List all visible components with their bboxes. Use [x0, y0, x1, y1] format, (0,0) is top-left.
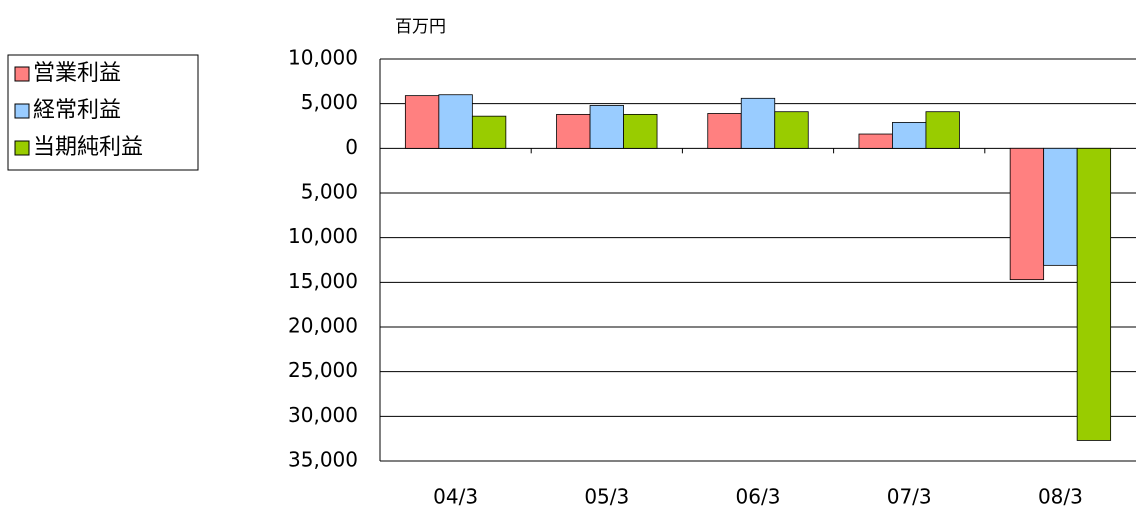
bar: [1076, 147, 1112, 441]
x-tick-label: 05/3: [584, 485, 629, 509]
x-tick-label: 06/3: [736, 485, 781, 509]
bar: [471, 115, 507, 149]
x-tick-label: 04/3: [433, 485, 478, 509]
y-tick-label: 25,000: [288, 358, 358, 382]
y-tick-label: 0: [345, 135, 358, 159]
bar: [623, 113, 658, 149]
x-tick-label: 08/3: [1038, 485, 1083, 509]
bar: [556, 113, 591, 149]
legend-label: 経常利益: [33, 98, 121, 123]
bar: [404, 95, 440, 149]
y-tick-label: 30,000: [288, 403, 358, 427]
y-tick-label: 5,000: [301, 90, 358, 114]
bar: [774, 111, 809, 149]
bar: [707, 113, 742, 149]
bar: [1009, 147, 1045, 281]
legend-swatch: [14, 140, 30, 156]
legend-swatch: [14, 66, 30, 82]
legend-swatch: [14, 103, 30, 119]
y-tick-label: 10,000: [288, 224, 358, 248]
bar: [925, 111, 960, 149]
y-tick-label: 10,000: [288, 46, 358, 70]
y-tick-label: 35,000: [288, 448, 358, 472]
legend-box: [7, 54, 199, 171]
bar: [1043, 147, 1078, 266]
y-tick-label: 20,000: [288, 314, 358, 338]
bar: [858, 133, 893, 149]
y-tick-label: 5,000: [301, 180, 358, 204]
legend-label: 当期純利益: [33, 135, 143, 160]
bar: [740, 97, 776, 149]
bar: [438, 94, 473, 149]
bar: [589, 105, 624, 149]
y-tick-label: 15,000: [288, 269, 358, 293]
bar: [892, 122, 927, 149]
unit-label: 百万円: [395, 17, 446, 37]
legend-label: 営業利益: [33, 61, 121, 86]
x-tick-label: 07/3: [887, 485, 932, 509]
